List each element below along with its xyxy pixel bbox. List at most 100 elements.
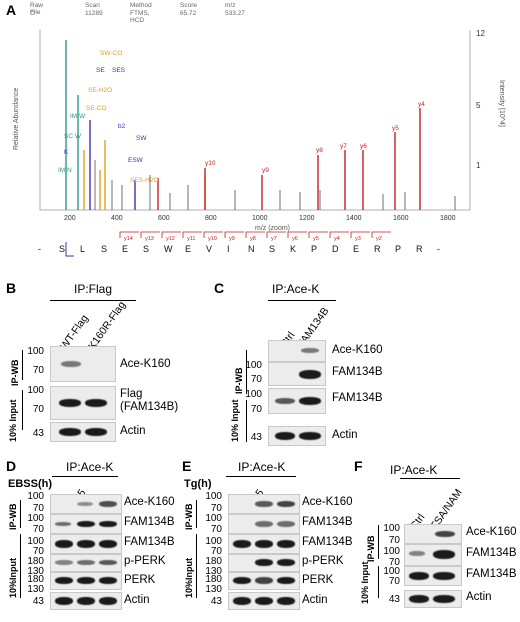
- panel-f-blot-ace: [404, 524, 462, 544]
- panel-b-input: 10% Input: [8, 399, 18, 442]
- header-col-raw: Raw File: [30, 2, 44, 16]
- sequence-residue-9: I: [227, 244, 230, 254]
- panel-f-mw-0b: 70: [388, 535, 400, 546]
- sequence-residue-10: N: [248, 244, 255, 254]
- fragment-label-18: y9: [262, 167, 269, 174]
- y-tick-right-2: 1: [476, 161, 481, 170]
- panel-d-mw-2a: 100: [27, 536, 44, 547]
- fragment-label-1: SE: [96, 67, 105, 74]
- x-tick-labels: 200 400 600 800 1000 1200 1400 1600 1800: [64, 215, 456, 222]
- fragment-label-11: SES-H2O: [130, 177, 159, 184]
- b-ion-bracket: [65, 242, 74, 257]
- panel-d-label: D: [6, 458, 17, 474]
- panel-c-row-1: FAM134B: [332, 366, 383, 378]
- panel-b-mw-70b: 70: [32, 404, 44, 415]
- sequence-residue-7: E: [185, 244, 191, 254]
- fragment-label-7: SC W: [64, 133, 82, 140]
- panel-e-ip: IP:Ace-K: [238, 460, 286, 474]
- fragment-label-17: y8: [316, 147, 323, 154]
- panel-d-mw-4b: 130: [27, 584, 44, 595]
- x-axis-label: m/z (zoom): [255, 225, 290, 232]
- panel-f-ipwb: IP-WB: [366, 535, 376, 563]
- panel-d-row-3: p-PERK: [124, 555, 166, 567]
- panel-b-blot-ace: [50, 346, 116, 382]
- panel-b-lane-1: K160R-Flag: [86, 299, 129, 352]
- y-ion-bracket-9: [308, 231, 328, 238]
- header-val-raw: C: [30, 10, 35, 17]
- x-tick-1000: 1000: [252, 215, 268, 222]
- fragment-label-16: y7: [340, 143, 347, 150]
- sequence-residue-3: S: [101, 244, 107, 254]
- panel-b-ipwb-bracket: [22, 350, 23, 380]
- panel-c-blot-actin: [268, 426, 326, 446]
- panel-d-row-4: PERK: [124, 574, 156, 586]
- panel-d-ipwb: IP-WB: [8, 503, 18, 531]
- panel-f-row-3: Actin: [466, 591, 492, 603]
- panel-d-blot-fam-input: [50, 534, 122, 554]
- fragment-label-4: SE-CO: [86, 105, 107, 112]
- sequence-residue-17: P: [395, 244, 401, 254]
- panel-d-mw-3b: 130: [27, 566, 44, 577]
- panel-d-blot-ace: [50, 494, 122, 514]
- panel-e-input: 10%Input: [184, 557, 194, 598]
- panel-b-blot-actin: [50, 422, 116, 442]
- sequence-residue-4: E: [122, 244, 128, 254]
- y-axis-label: Relative Abundance: [13, 88, 20, 150]
- fragment-label-13: y4: [418, 101, 425, 108]
- panel-e-mw-3a: 180: [205, 556, 222, 567]
- y-ion-label-12: y2: [376, 236, 382, 242]
- panel-c-mw-43: 43: [250, 432, 262, 443]
- panel-f-input: 10% Input: [360, 561, 370, 604]
- panel-b-ip: IP:Flag: [74, 282, 113, 296]
- x-tick-1200: 1200: [299, 215, 315, 222]
- panel-c-mw-100a: 100: [245, 360, 262, 371]
- panel-e-treatment: Tg(h): [184, 478, 212, 490]
- x-tick-400: 400: [111, 215, 123, 222]
- panel-e-mw-3b: 130: [205, 566, 222, 577]
- panel-b-blot-flag: [50, 386, 116, 420]
- sequence-residue-14: D: [332, 244, 339, 254]
- header-val-method: FTMS, HCD: [130, 10, 150, 24]
- panel-e-mw-0b: 70: [210, 503, 222, 514]
- panel-b-input-bracket: [22, 390, 23, 430]
- ms-spectrum: Relative Abundance Intensity [10^4] 12 5…: [13, 29, 505, 257]
- x-tick-1400: 1400: [346, 215, 362, 222]
- fragment-label-2: SES: [112, 67, 126, 74]
- panel-d-mw-0a: 100: [27, 491, 44, 502]
- y-ion-bracket-3: [182, 231, 202, 238]
- y-ion-bracket-1: [140, 231, 160, 238]
- fragment-label-14: y5: [392, 125, 399, 132]
- y-ion-bracket-2: [161, 231, 181, 238]
- panel-d-mw-4a: 180: [27, 574, 44, 585]
- panel-e-row-4: PERK: [302, 574, 334, 586]
- y-ion-label-2: y12: [166, 236, 175, 242]
- sequence-residue-0: -: [38, 244, 41, 254]
- panel-f-ip-line: [400, 478, 460, 479]
- sequence-residue-2: L: [80, 244, 85, 254]
- header-val-mz: 533.27: [225, 10, 245, 17]
- panel-c-label: C: [214, 280, 225, 296]
- panel-d-blot-pperk: [50, 554, 122, 572]
- panel-d-blot-perk: [50, 572, 122, 590]
- panel-f-blot-actin: [404, 590, 462, 608]
- panel-f-input-bracket: [378, 566, 379, 598]
- header-col-method: Method: [130, 2, 152, 9]
- fragment-label-8: SW: [136, 135, 147, 142]
- panel-e-ip-line: [226, 476, 296, 477]
- sequence-residue-8: V: [206, 244, 212, 254]
- y-ion-bracket-0: [119, 231, 139, 238]
- panel-f-mw-1b: 70: [388, 557, 400, 568]
- y-ion-label-4: y10: [208, 236, 217, 242]
- fragment-label-3: SE-H2O: [88, 87, 112, 94]
- fragment-label-10: ESW: [128, 157, 144, 164]
- y-tick-right-0: 12: [476, 29, 485, 38]
- fragment-label-0: SW-CO: [100, 50, 122, 57]
- panel-e-mw-1a: 100: [205, 513, 222, 524]
- panel-c-blot-fam-input: [268, 388, 326, 414]
- panel-c-ipwb-bracket: [246, 350, 247, 394]
- panel-d-row-1: FAM134B: [124, 516, 175, 528]
- panel-c-input-bracket: [246, 400, 247, 442]
- panel-e-row-3: p-PERK: [302, 555, 344, 567]
- panel-e-mw-4a: 180: [205, 574, 222, 585]
